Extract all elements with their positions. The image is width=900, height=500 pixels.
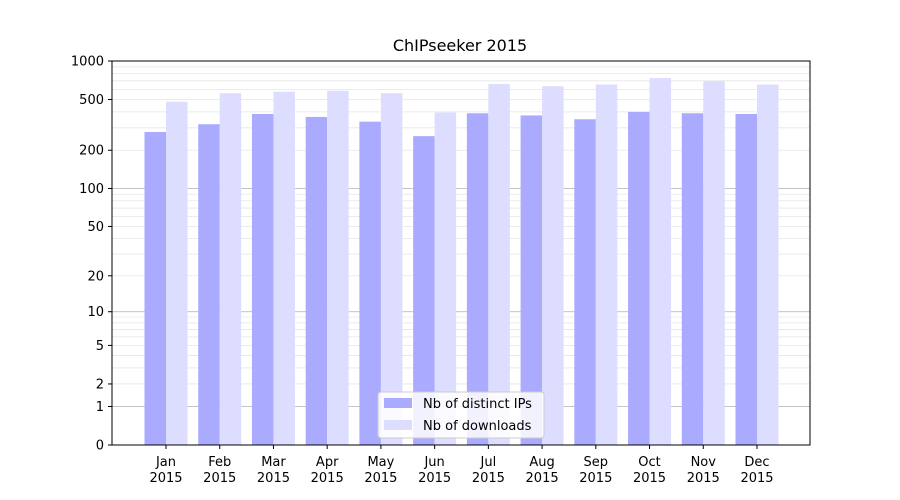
bars bbox=[144, 78, 779, 446]
bar-downloads bbox=[273, 91, 295, 445]
y-tick-label: 20 bbox=[87, 269, 104, 284]
y-tick-label: 1 bbox=[96, 400, 104, 415]
x-tick-label-year: 2015 bbox=[149, 471, 182, 486]
bar-downloads bbox=[434, 112, 457, 445]
bar-downloads bbox=[757, 84, 779, 446]
bar-distinct-ips bbox=[413, 136, 435, 445]
chart-title: ChIPseeker 2015 bbox=[393, 36, 527, 55]
x-tick-label-month: Jun bbox=[423, 455, 444, 470]
legend-swatch-downloads bbox=[384, 420, 412, 430]
bar-downloads bbox=[595, 84, 618, 446]
legend: Nb of distinct IPs Nb of downloads bbox=[377, 391, 545, 439]
y-tick-label: 5 bbox=[96, 339, 104, 354]
x-tick-label-year: 2015 bbox=[579, 471, 612, 486]
y-tick-label: 10 bbox=[87, 305, 104, 320]
y-axis: 0 1 2 5 10 20 50 100 200 500 1000 bbox=[71, 55, 112, 454]
x-tick-label-month: Oct bbox=[638, 455, 660, 470]
x-tick-label-month: Mar bbox=[261, 455, 286, 470]
x-tick-label-month: Jul bbox=[480, 455, 497, 470]
x-tick-label-year: 2015 bbox=[633, 471, 666, 486]
x-tick-label-month: Aug bbox=[529, 455, 554, 470]
x-tick-label-year: 2015 bbox=[526, 471, 559, 486]
x-tick-label-year: 2015 bbox=[418, 471, 451, 486]
bar-downloads bbox=[327, 90, 349, 445]
x-tick-label-month: Feb bbox=[208, 455, 231, 470]
bar-downloads bbox=[542, 86, 564, 445]
x-tick-label-year: 2015 bbox=[257, 471, 290, 486]
y-tick-label: 1000 bbox=[71, 55, 104, 70]
x-tick-label-month: Dec bbox=[744, 455, 769, 470]
legend-box bbox=[377, 391, 545, 439]
bar-distinct-ips bbox=[305, 116, 328, 446]
y-tick-label: 100 bbox=[79, 182, 104, 197]
x-tick-label-year: 2015 bbox=[364, 471, 397, 486]
bar-distinct-ips bbox=[466, 113, 489, 445]
y-tick-label: 200 bbox=[79, 144, 104, 159]
bar-distinct-ips bbox=[735, 113, 757, 445]
bar-distinct-ips bbox=[251, 113, 274, 445]
legend-label-downloads: Nb of downloads bbox=[423, 419, 532, 434]
bar-distinct-ips bbox=[359, 121, 381, 445]
x-tick-label-year: 2015 bbox=[472, 471, 505, 486]
bar-distinct-ips bbox=[198, 124, 220, 445]
x-tick-label-month: Jan bbox=[155, 455, 176, 470]
bar-distinct-ips bbox=[144, 132, 166, 446]
bar-downloads bbox=[219, 93, 242, 446]
y-tick-label: 500 bbox=[79, 93, 104, 108]
x-tick-label-month: May bbox=[367, 455, 394, 470]
x-tick-label-month: Nov bbox=[691, 455, 717, 470]
x-tick-label-year: 2015 bbox=[311, 471, 344, 486]
x-axis: Jan2015Feb2015Mar2015Apr2015May2015Jun20… bbox=[149, 445, 774, 486]
legend-label-distinct-ips: Nb of distinct IPs bbox=[423, 397, 532, 412]
legend-swatch-distinct-ips bbox=[384, 398, 412, 408]
plot-frame bbox=[111, 60, 811, 446]
bar-distinct-ips bbox=[574, 119, 596, 445]
y-tick-label: 2 bbox=[96, 377, 104, 392]
x-tick-label-year: 2015 bbox=[203, 471, 236, 486]
bar-distinct-ips bbox=[520, 115, 543, 445]
y-tick-label: 0 bbox=[96, 439, 104, 454]
bar-distinct-ips bbox=[628, 111, 650, 445]
x-tick-label-year: 2015 bbox=[687, 471, 720, 486]
bar-downloads bbox=[488, 84, 510, 445]
x-tick-label-year: 2015 bbox=[740, 471, 773, 486]
bar-downloads bbox=[380, 93, 403, 446]
bar-distinct-ips bbox=[681, 113, 704, 445]
x-tick-label-month: Sep bbox=[584, 455, 609, 470]
y-tick-label: 50 bbox=[87, 220, 104, 235]
bar-downloads bbox=[703, 81, 725, 445]
x-tick-label-month: Apr bbox=[316, 455, 339, 470]
bar-downloads bbox=[166, 101, 188, 445]
bar-downloads bbox=[649, 78, 672, 446]
